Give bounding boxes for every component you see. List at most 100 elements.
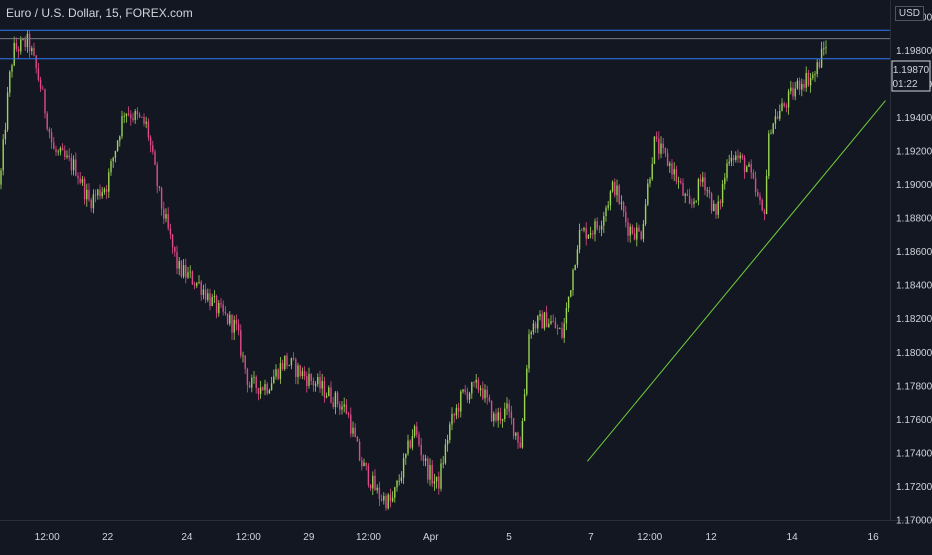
candle-body	[537, 316, 539, 329]
candle-body	[713, 203, 715, 212]
candle-body	[451, 414, 453, 425]
candle-body	[471, 382, 473, 394]
candle-body	[231, 314, 233, 333]
candle-body	[361, 460, 363, 467]
candle-body	[508, 403, 510, 412]
x-tick-label: 12	[706, 532, 718, 543]
candle-body	[163, 208, 165, 219]
candle-body	[92, 194, 95, 209]
candle-body	[383, 495, 385, 501]
candle-body	[484, 389, 486, 399]
candle-body	[644, 204, 647, 224]
last-price-label: 1.19870 01:22	[891, 60, 931, 92]
candle-body	[770, 133, 772, 135]
y-tick-label: 1.19200	[896, 146, 932, 157]
candle-body	[530, 332, 532, 335]
candle-body	[816, 62, 818, 74]
candle-body	[807, 72, 810, 86]
candle-body	[673, 169, 675, 175]
candle-body	[479, 388, 482, 391]
candle-body	[336, 392, 339, 405]
candle-body	[440, 463, 442, 489]
candle-body	[224, 311, 227, 314]
x-tick-label: 29	[303, 532, 315, 543]
candle-body	[528, 334, 530, 369]
candle-body	[675, 169, 678, 182]
candle-body	[801, 84, 803, 90]
candle-body	[554, 321, 557, 329]
candle-body	[77, 175, 79, 179]
candle-body	[211, 297, 213, 306]
candle-body	[642, 223, 645, 240]
candle-body	[367, 465, 370, 485]
candle-body	[39, 79, 42, 89]
candle-body	[242, 355, 244, 357]
candle-body	[402, 458, 405, 478]
candle-body	[710, 193, 713, 212]
y-tick-label: 1.17000	[896, 516, 932, 527]
candle-body	[559, 328, 561, 330]
candle-body	[433, 481, 436, 484]
candle-body	[418, 434, 420, 445]
candle-body	[200, 281, 202, 295]
candle-body	[512, 417, 515, 436]
candle-body	[152, 145, 154, 152]
candle-body	[526, 368, 528, 395]
x-tick-label: 12:00	[637, 532, 662, 543]
trend-line	[587, 100, 886, 462]
candle-body	[35, 55, 37, 69]
candle-body	[556, 328, 559, 329]
candle-body	[103, 189, 106, 193]
candle-body	[438, 476, 440, 489]
candle-body	[684, 194, 686, 196]
candle-body	[28, 33, 31, 52]
candle-body	[475, 379, 477, 383]
candle-body	[803, 84, 805, 88]
candle-body	[207, 293, 209, 300]
candle-body	[779, 110, 781, 119]
candle-body	[134, 111, 136, 120]
candle-body	[220, 303, 222, 305]
candle-body	[235, 319, 238, 325]
candle-body	[352, 427, 354, 434]
y-tick-label: 1.17600	[896, 415, 932, 426]
candle-body	[431, 465, 433, 484]
candle-body	[609, 191, 612, 206]
candle-body	[746, 166, 748, 173]
candle-body	[262, 387, 264, 391]
currency-label[interactable]: USD	[894, 6, 924, 21]
candle-body	[13, 43, 15, 66]
candle-body	[66, 155, 68, 157]
candle-body	[213, 296, 216, 297]
candle-body	[301, 371, 304, 376]
candle-body	[204, 289, 207, 300]
candle-body	[405, 453, 407, 459]
candle-body	[308, 374, 310, 386]
candle-body	[622, 202, 625, 212]
candle-body	[783, 103, 785, 106]
candle-body	[365, 462, 367, 466]
candle-body	[290, 358, 293, 366]
candle-body	[378, 487, 381, 500]
candle-body	[31, 48, 33, 52]
candle-body	[499, 412, 502, 421]
x-tick-label: 12:00	[35, 532, 60, 543]
candle-body	[585, 228, 587, 239]
candle-body	[176, 251, 178, 269]
candle-body	[587, 234, 590, 239]
candle-body	[792, 87, 794, 97]
candle-body	[345, 404, 348, 414]
candle-body	[772, 123, 774, 134]
x-tick-label: Apr	[423, 532, 439, 543]
candle-body	[233, 319, 235, 333]
symbol-title[interactable]: Euro / U.S. Dollar, 15, FOREX.com	[6, 6, 193, 20]
candle-body	[708, 190, 711, 194]
candle-body	[631, 226, 634, 234]
candle-body	[726, 163, 728, 178]
candle-body	[158, 186, 161, 188]
candle-body	[171, 234, 174, 247]
candle-body	[812, 74, 814, 78]
candle-body	[457, 407, 460, 412]
